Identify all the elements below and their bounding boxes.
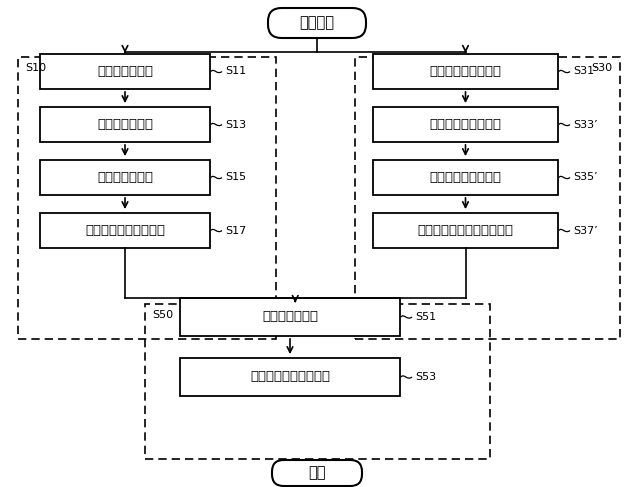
Text: S50: S50	[152, 310, 173, 320]
Bar	[180, 358, 400, 396]
Text: 終了: 終了	[308, 466, 326, 481]
Bar	[373, 160, 558, 195]
Text: ウェブ成型段階: ウェブ成型段階	[97, 171, 153, 184]
Text: S15: S15	[225, 172, 246, 183]
Text: S37’: S37’	[573, 225, 598, 236]
Text: S53: S53	[415, 372, 436, 382]
Text: 接着剤塗布段階: 接着剤塗布段階	[262, 311, 318, 323]
Text: ウェブトリミング段階: ウェブトリミング段階	[85, 224, 165, 237]
Bar	[40, 213, 210, 248]
Text: 繊維パッド予熱段階: 繊維パッド予熱段階	[429, 118, 502, 131]
Text: S17: S17	[225, 225, 246, 236]
Text: 繊維パッド成型段階: 繊維パッド成型段階	[429, 171, 502, 184]
Text: S51: S51	[415, 312, 436, 322]
Text: 繊維パッド準備段階: 繊維パッド準備段階	[429, 65, 502, 78]
Bar	[355, 57, 620, 339]
Text: S35’: S35’	[573, 172, 598, 183]
Text: S31’: S31’	[573, 67, 598, 76]
Text: S33’: S33’	[573, 119, 598, 130]
Text: スタート: スタート	[300, 16, 335, 31]
Text: S13: S13	[225, 119, 246, 130]
Text: S30: S30	[591, 63, 612, 73]
Text: ウェブ製造段階: ウェブ製造段階	[97, 65, 153, 78]
Bar	[40, 160, 210, 195]
Text: S11: S11	[225, 67, 246, 76]
FancyBboxPatch shape	[272, 460, 362, 486]
Bar	[373, 54, 558, 89]
Text: S10: S10	[25, 63, 46, 73]
Bar	[18, 57, 276, 339]
Bar	[373, 213, 558, 248]
Text: 吸音パッド層附着段階: 吸音パッド層附着段階	[250, 371, 330, 383]
Bar	[180, 298, 400, 336]
Bar	[373, 107, 558, 142]
Text: ウェブ予熱段階: ウェブ予熱段階	[97, 118, 153, 131]
FancyBboxPatch shape	[268, 8, 366, 38]
Bar	[40, 54, 210, 89]
Bar	[40, 107, 210, 142]
Bar	[145, 304, 490, 459]
Text: 繊維パッドトリミング段階: 繊維パッドトリミング段階	[417, 224, 513, 237]
